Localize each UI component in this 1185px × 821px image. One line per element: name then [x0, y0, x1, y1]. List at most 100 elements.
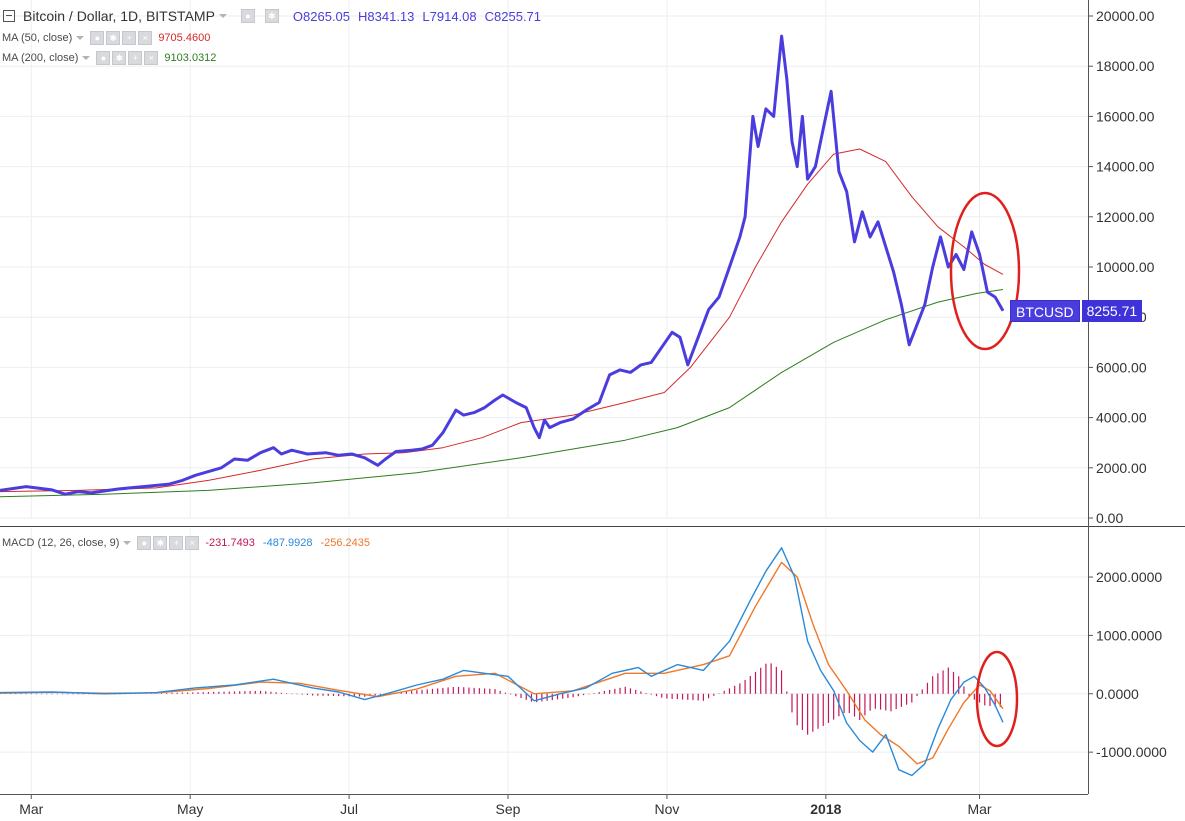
gear-icon[interactable]: ✱: [264, 9, 279, 23]
macd-hist-bar: [697, 693, 699, 701]
main-legend: Bitcoin / Dollar, 1D, BITSTAMP ● ✱ O8265.…: [0, 8, 549, 24]
macd-hist-bar: [728, 688, 731, 694]
macd-hist-bar: [317, 693, 319, 696]
macd-hist-bar: [463, 687, 465, 694]
macd-hist-bar: [619, 687, 621, 694]
macd-hist-bar: [25, 693, 27, 695]
macd-y-tick-label: 2000.0000: [1096, 569, 1162, 585]
macd-hist-bar: [650, 693, 652, 695]
macd-hist-bar: [249, 691, 251, 694]
close-icon[interactable]: ×: [185, 536, 200, 550]
macd-signal-value: -256.2435: [320, 537, 371, 549]
macd-hist-bar: [791, 693, 793, 713]
macd-hist-bar: [999, 693, 1001, 708]
ma200-value: 9103.0312: [164, 52, 217, 64]
add-icon[interactable]: +: [122, 31, 137, 45]
macd-hist-bar: [358, 693, 361, 697]
collapse-icon[interactable]: [3, 10, 15, 22]
macd-hist-bar: [984, 693, 986, 706]
macd-hist-bar: [932, 676, 934, 694]
macd-hist-bar: [437, 688, 439, 694]
ma200-buttons[interactable]: ● ✱ + ×: [96, 51, 159, 65]
macd-hist-bar: [906, 693, 908, 705]
macd-hist-bar: [411, 690, 413, 694]
macd-hist-bar: [322, 693, 324, 696]
macd-hist-bar: [431, 688, 434, 694]
macd-hist-bar: [270, 691, 272, 694]
eye-icon[interactable]: ●: [240, 9, 255, 23]
macd-hist-bar: [181, 692, 183, 694]
macd-hist-bar: [812, 693, 814, 732]
chevron-down-icon[interactable]: [123, 541, 132, 545]
macd-hist-bar: [994, 693, 996, 707]
ma50-line: [0, 148, 1004, 493]
macd-hist-bar: [890, 693, 892, 712]
ma50-buttons[interactable]: ● ✱ + ×: [90, 31, 153, 45]
eye-icon[interactable]: ●: [96, 51, 111, 65]
gear-icon[interactable]: ✱: [106, 31, 121, 45]
gear-icon[interactable]: ✱: [153, 536, 168, 550]
macd-hist-bar: [306, 693, 309, 696]
eye-icon[interactable]: ●: [90, 31, 105, 45]
macd-hist-bar: [640, 691, 642, 694]
chevron-down-icon[interactable]: [76, 36, 85, 40]
gear-icon[interactable]: ✱: [112, 51, 127, 65]
macd-hist-bar: [958, 676, 960, 694]
symbol-title[interactable]: Bitcoin / Dollar, 1D, BITSTAMP: [23, 8, 215, 24]
add-icon[interactable]: +: [169, 536, 184, 550]
macd-hist-bar: [609, 689, 611, 694]
macd-hist-bar: [51, 693, 53, 695]
macd-legend: MACD (12, 26, close, 9) ● ✱ + × -231.7493 -…: [2, 536, 370, 550]
x-tick-label: 2018: [810, 801, 841, 817]
macd-hist-bar: [963, 686, 965, 694]
macd-hist-bar: [833, 693, 835, 720]
macd-hist-bar: [499, 690, 501, 694]
macd-hist-bar: [186, 692, 189, 694]
macd-hist-bar: [20, 693, 22, 695]
ohlc-low: L7914.08: [422, 8, 477, 24]
macd-hist-bar: [338, 693, 340, 697]
macd-hist-bar: [796, 693, 798, 726]
legend-buttons[interactable]: ● ✱: [240, 9, 287, 23]
macd-hist-bar: [900, 693, 902, 707]
chevron-down-icon[interactable]: [82, 56, 91, 60]
macd-hist-bar: [452, 686, 454, 694]
macd-hist-bar: [447, 687, 449, 694]
chevron-down-icon[interactable]: [218, 14, 227, 18]
macd-hist-bar: [624, 686, 626, 694]
macd-hist-bar: [176, 692, 178, 694]
macd-label[interactable]: MACD (12, 26, close, 9): [2, 537, 120, 549]
macd-hist-bar: [87, 693, 90, 695]
x-tick-label: Mar: [967, 801, 991, 817]
macd-hist-bar: [713, 693, 715, 696]
price-line: [0, 34, 1005, 496]
macd-hist-bar: [562, 693, 564, 699]
macd-hist-bar: [536, 693, 538, 703]
macd-hist-bar: [442, 687, 444, 694]
macd-hist-bar: [15, 693, 17, 695]
macd-buttons[interactable]: ● ✱ + ×: [137, 536, 200, 550]
macd-hist-bar: [692, 693, 694, 701]
macd-hist-bar: [275, 692, 277, 694]
add-icon[interactable]: +: [128, 51, 143, 65]
eye-icon[interactable]: ●: [137, 536, 152, 550]
ma50-label[interactable]: MA (50, close): [2, 32, 73, 44]
macd-hist-bar: [708, 693, 710, 699]
macd-hist-bar: [457, 686, 460, 694]
ma200-label[interactable]: MA (200, close): [2, 52, 79, 64]
macd-hist-bar: [489, 688, 491, 694]
ohlc-open: O8265.05: [292, 8, 351, 24]
macd-hist-bar: [202, 692, 204, 694]
macd-hist-bar: [588, 693, 590, 695]
macd-hist-bar: [405, 691, 408, 694]
y-tick-label: 18000.00: [1096, 58, 1155, 74]
macd-hist-bar: [244, 691, 246, 694]
macd-hist-bar: [478, 688, 480, 694]
macd-hist-bar: [77, 693, 79, 695]
macd-hist-bar: [223, 691, 225, 694]
close-icon[interactable]: ×: [144, 51, 159, 65]
close-icon[interactable]: ×: [138, 31, 153, 45]
macd-hist-bar: [218, 691, 220, 694]
macd-hist-bar: [702, 693, 705, 701]
